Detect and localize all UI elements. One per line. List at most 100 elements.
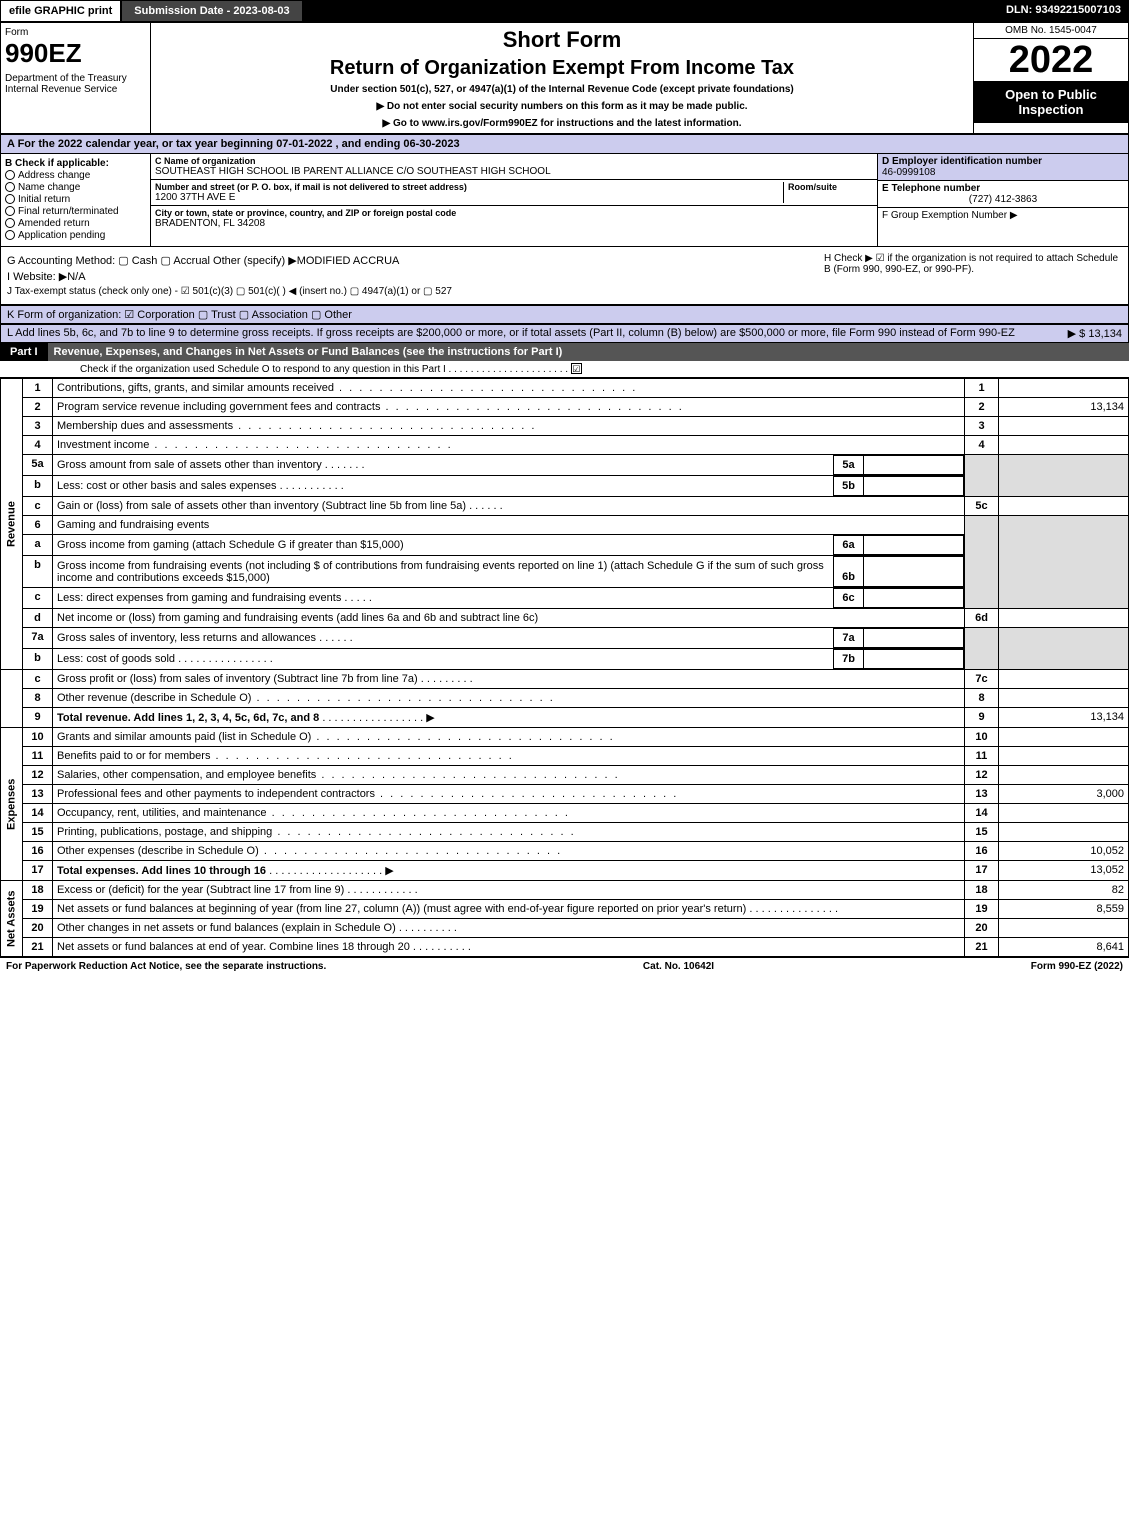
- chk-initial-return[interactable]: Initial return: [5, 194, 146, 205]
- line-amount: 8,559: [999, 900, 1129, 919]
- line-num: 6: [23, 516, 53, 535]
- line-col: 3: [965, 417, 999, 436]
- line-num: b: [23, 476, 53, 497]
- line-col: 7c: [965, 670, 999, 689]
- footer-form: Form 990-EZ (2022): [1031, 961, 1123, 972]
- form-header: Form 990EZ Department of the Treasury In…: [0, 22, 1129, 134]
- org-city: BRADENTON, FL 34208: [155, 218, 873, 229]
- subline-value: [864, 629, 964, 648]
- footer-left: For Paperwork Reduction Act Notice, see …: [6, 961, 326, 972]
- submission-date: Submission Date - 2023-08-03: [121, 0, 302, 22]
- instruction-link[interactable]: ▶ Go to www.irs.gov/Form990EZ for instru…: [155, 118, 969, 129]
- part1-title: Revenue, Expenses, and Changes in Net As…: [48, 343, 1129, 361]
- line-col: 15: [965, 823, 999, 842]
- line-desc: Grants and similar amounts paid (list in…: [53, 728, 965, 747]
- line-col: 8: [965, 689, 999, 708]
- chk-amended-return[interactable]: Amended return: [5, 218, 146, 229]
- subline-value: [864, 536, 964, 555]
- revenue-sidelabel: Revenue: [1, 379, 23, 670]
- e-label: E Telephone number: [882, 183, 980, 194]
- line-col: 11: [965, 747, 999, 766]
- line-col: 14: [965, 804, 999, 823]
- line-num: 7a: [23, 628, 53, 649]
- line-col: 20: [965, 919, 999, 938]
- line-desc: Salaries, other compensation, and employ…: [53, 766, 965, 785]
- line-amount: [999, 670, 1129, 689]
- subline-label: 7b: [834, 650, 864, 669]
- line-desc: Gain or (loss) from sale of assets other…: [53, 497, 965, 516]
- part1-table: Revenue 1 Contributions, gifts, grants, …: [0, 378, 1129, 957]
- footer-catno: Cat. No. 10642I: [643, 961, 714, 972]
- ein: 46-0999108: [882, 167, 935, 178]
- chk-final-return[interactable]: Final return/terminated: [5, 206, 146, 217]
- subtitle: Under section 501(c), 527, or 4947(a)(1)…: [155, 84, 969, 95]
- line-num: 9: [23, 708, 53, 728]
- part1-header: Part I Revenue, Expenses, and Changes in…: [0, 343, 1129, 361]
- i-website: I Website: ▶N/A: [7, 270, 822, 283]
- l-gross-receipts: L Add lines 5b, 6c, and 7b to line 9 to …: [0, 324, 1129, 343]
- line-amount: 13,134: [999, 708, 1129, 728]
- line-col: 13: [965, 785, 999, 804]
- line-amount: [999, 417, 1129, 436]
- line-amount: [999, 747, 1129, 766]
- line-col: 12: [965, 766, 999, 785]
- line-amount: [999, 728, 1129, 747]
- line-desc: Gross profit or (loss) from sales of inv…: [53, 670, 965, 689]
- line-amount: [999, 436, 1129, 455]
- line-desc: Total expenses. Add lines 10 through 16 …: [53, 861, 965, 881]
- subline-label: 6a: [834, 536, 864, 555]
- line-col: 18: [965, 881, 999, 900]
- b-title: B Check if applicable:: [5, 158, 146, 169]
- short-form-title: Short Form: [155, 27, 969, 53]
- line-desc: Gross income from fundraising events (no…: [53, 556, 965, 588]
- line-desc: Investment income: [53, 436, 965, 455]
- line-desc: Net income or (loss) from gaming and fun…: [53, 609, 965, 628]
- chk-application-pending[interactable]: Application pending: [5, 230, 146, 241]
- arrow-icon: ▶: [426, 712, 434, 724]
- line-amount: [999, 689, 1129, 708]
- line-amount: 82: [999, 881, 1129, 900]
- shaded-cell: [965, 516, 999, 609]
- line-num: 11: [23, 747, 53, 766]
- line-col: 9: [965, 708, 999, 728]
- f-label: F Group Exemption Number ▶: [882, 210, 1018, 221]
- line-amount: 3,000: [999, 785, 1129, 804]
- line-desc: Gross sales of inventory, less returns a…: [53, 628, 965, 649]
- line-num: 14: [23, 804, 53, 823]
- line-amount: [999, 609, 1129, 628]
- part1-checkbox[interactable]: ☑: [571, 363, 582, 374]
- line-num: c: [23, 670, 53, 689]
- chk-address-change[interactable]: Address change: [5, 170, 146, 181]
- line-col: 17: [965, 861, 999, 881]
- line-col: 4: [965, 436, 999, 455]
- section-b: B Check if applicable: Address change Na…: [1, 154, 151, 246]
- section-bcdef: B Check if applicable: Address change Na…: [0, 154, 1129, 247]
- line-num: 8: [23, 689, 53, 708]
- line-num: 10: [23, 728, 53, 747]
- line-num: 15: [23, 823, 53, 842]
- section-ghij: G Accounting Method: ▢ Cash ▢ Accrual Ot…: [0, 247, 1129, 305]
- tax-year: 2022: [974, 39, 1128, 81]
- line-col: 2: [965, 398, 999, 417]
- room-label: Room/suite: [788, 182, 873, 192]
- line-num: 16: [23, 842, 53, 861]
- line-desc: Less: cost of goods sold . . . . . . . .…: [53, 649, 965, 670]
- line-desc: Gaming and fundraising events: [53, 516, 965, 535]
- efile-print-button[interactable]: efile GRAPHIC print: [0, 0, 121, 22]
- line-amount: [999, 379, 1129, 398]
- line-desc: Other changes in net assets or fund bala…: [53, 919, 965, 938]
- line-desc: Benefits paid to or for members: [53, 747, 965, 766]
- line-desc: Professional fees and other payments to …: [53, 785, 965, 804]
- subline-label: 5a: [834, 456, 864, 475]
- chk-name-change[interactable]: Name change: [5, 182, 146, 193]
- open-to-public: Open to Public Inspection: [974, 81, 1128, 123]
- line-desc: Less: cost or other basis and sales expe…: [53, 476, 965, 497]
- l-amount: ▶ $ 13,134: [1068, 327, 1122, 340]
- subline-label: 6b: [834, 557, 864, 587]
- line-desc: Printing, publications, postage, and shi…: [53, 823, 965, 842]
- line-num: c: [23, 588, 53, 609]
- form-label: Form: [5, 27, 146, 38]
- line-amount: 8,641: [999, 938, 1129, 957]
- subline-value: [864, 456, 964, 475]
- line-num: 21: [23, 938, 53, 957]
